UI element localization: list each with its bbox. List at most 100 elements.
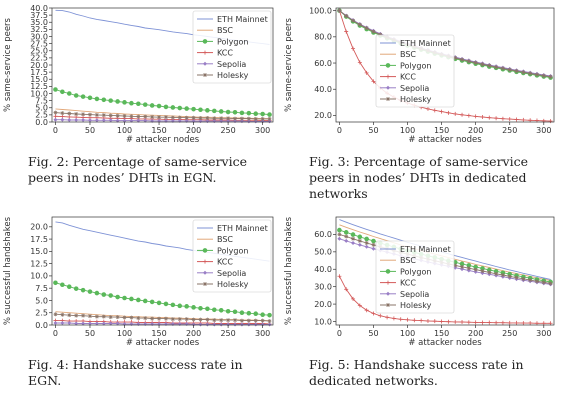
data-point [184,106,189,111]
data-point [156,300,162,306]
data-point [541,73,546,78]
y-axis-label: % same-service peers [3,17,13,111]
legend: ETH Mainnet BSC Polygon KCC Sepolia Holesky [192,10,272,84]
data-point [548,281,553,286]
x-tick-label: 100 [117,329,132,338]
data-point [108,118,113,123]
data-point [212,318,217,323]
data-point [521,117,526,122]
data-point [115,99,120,104]
data-point [500,320,505,325]
y-tick-label: 10.0 [314,317,332,326]
data-point [534,72,539,77]
legend-label: BSC [217,26,233,35]
figure-5-label: Fig. 5: [309,357,350,372]
data-point [94,96,100,102]
data-point [129,118,134,123]
data-point [239,110,245,116]
data-point [67,118,72,123]
legend-label: Sepolia [400,84,429,93]
data-point [74,321,79,326]
legend-entry-bsc: BSC [197,26,233,35]
data-point [73,93,79,98]
data-point [453,55,458,60]
data-point [232,110,238,115]
data-point [94,118,99,123]
data-point [163,104,169,110]
y-tick-label: 10.0 [30,272,48,281]
data-point [425,318,430,323]
figure-4-caption-text: Handshake success rate in EGN. [28,357,243,388]
data-point [466,59,471,64]
data-point [267,322,272,327]
data-point [500,66,505,71]
data-point [205,116,210,121]
y-axis-label: % successful handshakes [284,216,294,325]
data-point [460,264,465,269]
figure-3-panel: 0 50 100 150 200 250 300 20.0 40.0 60.0 80.0 100.0 #… [281,0,562,203]
legend-entry-polygon: Polygon [197,246,248,255]
data-point [163,301,169,307]
x-tick-label: 300 [255,126,270,135]
figure-2-caption-text: Percentage of same-service peers in node… [28,154,248,185]
y-tick-label: 10.0 [30,89,48,98]
data-point [548,321,553,326]
data-point [337,8,342,13]
data-point [191,106,196,112]
data-point [439,109,444,114]
legend-label: KCC [217,258,233,267]
data-point [239,318,244,323]
legend-entry-holesky: Holesky [380,301,432,310]
data-point [136,297,141,303]
data-point [94,112,99,117]
data-point [150,316,155,321]
data-point [73,286,79,291]
y-tick-label: 30.0 [30,32,48,41]
x-tick-label: 50 [368,126,378,135]
legend-entry-bsc: BSC [380,256,416,265]
data-point [225,109,231,115]
y-tick-label: 7.5 [35,96,48,105]
series-sepolia [53,117,272,124]
data-point [385,315,390,320]
data-point [528,321,533,326]
data-point [419,318,424,323]
data-point [378,32,383,37]
legend-entry-bsc: BSC [380,50,416,59]
y-tick-label: 12.5 [30,82,48,91]
y-tick-label: 20.0 [314,111,332,120]
data-point [364,26,369,31]
legend: ETH Mainnet BSC Polygon KCC Sepolia Holesky [375,240,455,314]
data-point [351,296,356,301]
data-point [226,318,231,323]
data-point [184,317,189,322]
legend: ETH Mainnet BSC Polygon KCC Sepolia Holesky [375,34,455,108]
data-point [239,310,245,316]
data-point [122,118,127,123]
legend-label: Holesky [400,301,432,310]
x-tick-label: 200 [186,126,201,135]
figure-2-label: Fig. 2: [28,154,69,169]
data-point [80,287,86,293]
y-tick-label: 100.0 [309,6,332,15]
x-tick-label: 0 [53,126,58,135]
data-point [74,118,79,123]
x-tick-label: 250 [502,329,517,338]
legend-label: Polygon [400,61,431,70]
data-point [191,317,196,322]
y-axis-label: % same-service peers [284,17,294,111]
data-point [548,119,553,124]
data-point [108,321,113,326]
data-point [170,302,176,308]
data-point [74,112,79,117]
data-point [143,114,148,119]
data-point [521,70,526,75]
data-point [350,232,356,237]
y-axis-label: % successful handshakes [3,216,13,325]
data-point [507,117,512,122]
data-point [453,263,458,268]
data-point [460,267,465,272]
data-point [371,238,376,244]
data-point [53,114,58,119]
data-point [177,303,183,309]
